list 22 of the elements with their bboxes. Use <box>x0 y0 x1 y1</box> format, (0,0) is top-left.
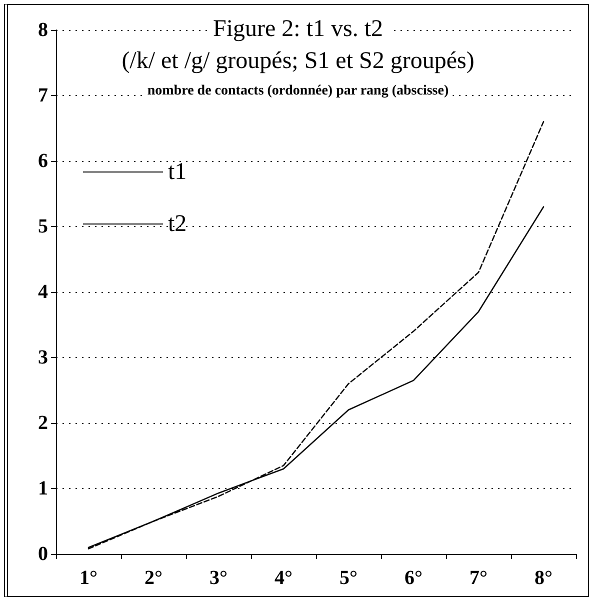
x-tick-label: 4° <box>274 567 292 589</box>
x-tick-label: 5° <box>340 567 358 589</box>
y-tick-label: 3 <box>38 346 48 368</box>
annotation: nombre de contacts (ordonnée) par rang (abscisse) <box>147 84 449 98</box>
text: (/k/ et /g/ groupés; S1 et S2 groupés) <box>122 48 474 74</box>
chart-title: Figure 2: t1 vs. t2 <box>212 16 384 42</box>
legend-label: t1 <box>168 159 187 185</box>
y-tick-label: 0 <box>38 543 48 565</box>
y-tick-label: 6 <box>38 150 48 172</box>
legend-label: t2 <box>168 211 187 237</box>
x-tick-label: 1° <box>80 567 98 589</box>
y-tick-label: 7 <box>38 84 48 106</box>
y-tick-label: 8 <box>38 19 48 41</box>
x-tick-label: 3° <box>210 567 228 589</box>
y-tick-label: 1 <box>38 478 48 500</box>
y-tick-label: 4 <box>38 281 48 303</box>
x-tick-label: 6° <box>404 567 422 589</box>
y-tick-label: 2 <box>38 412 48 434</box>
x-tick-label: 7° <box>470 567 488 589</box>
x-tick-label: 8° <box>534 567 552 589</box>
y-tick-label: 5 <box>38 216 48 238</box>
x-tick-label: 2° <box>144 567 162 589</box>
